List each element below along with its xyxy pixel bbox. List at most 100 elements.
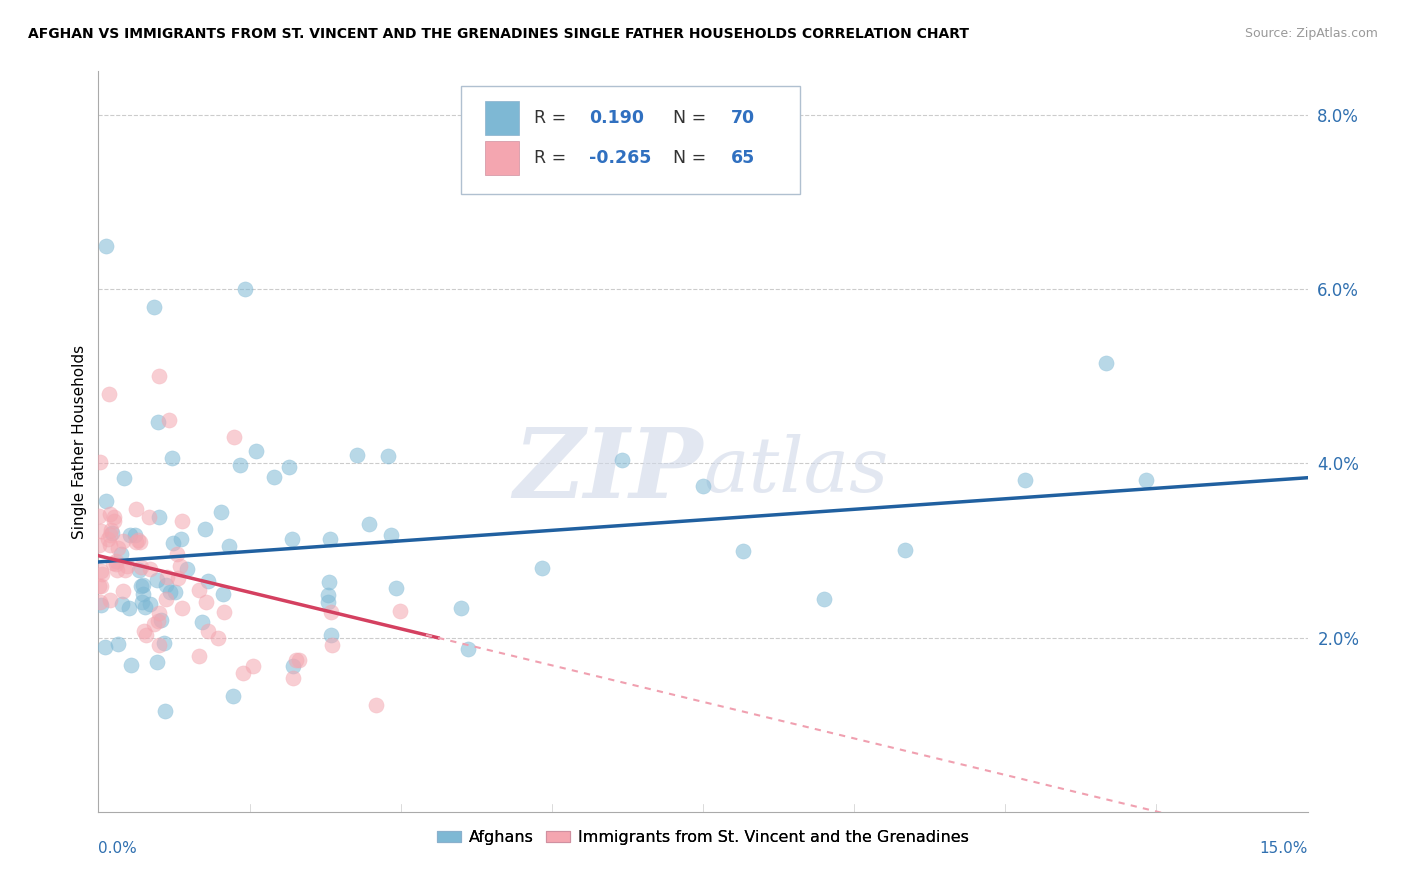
Point bbox=[283, 659, 305, 673]
Point bbox=[176, 562, 198, 576]
Point bbox=[278, 459, 301, 474]
Point bbox=[152, 636, 174, 650]
Point bbox=[115, 559, 138, 574]
Point bbox=[101, 556, 124, 570]
Bar bbox=[485, 141, 519, 175]
Point bbox=[364, 698, 387, 713]
Point bbox=[242, 659, 264, 673]
Point bbox=[134, 600, 156, 615]
Point bbox=[105, 563, 128, 577]
Point bbox=[155, 705, 177, 719]
Point bbox=[191, 615, 214, 629]
Point bbox=[127, 533, 149, 547]
Point bbox=[112, 471, 135, 485]
Point bbox=[139, 597, 162, 611]
Point bbox=[188, 648, 211, 663]
Point bbox=[893, 543, 915, 558]
Text: 65: 65 bbox=[731, 149, 755, 167]
Point bbox=[530, 561, 553, 575]
Point bbox=[211, 587, 233, 601]
Point bbox=[111, 583, 134, 598]
Point bbox=[169, 558, 191, 573]
Point bbox=[148, 509, 170, 524]
Text: 0.190: 0.190 bbox=[589, 109, 644, 127]
Point bbox=[212, 605, 235, 619]
Point bbox=[229, 458, 252, 472]
Point bbox=[148, 606, 170, 620]
Point bbox=[125, 535, 148, 549]
Point bbox=[90, 524, 112, 538]
Point bbox=[283, 671, 305, 685]
Bar bbox=[485, 102, 519, 135]
Text: R =: R = bbox=[534, 109, 571, 127]
Point bbox=[105, 558, 128, 572]
Point bbox=[98, 507, 121, 521]
Text: 15.0%: 15.0% bbox=[1260, 841, 1308, 856]
Point bbox=[132, 577, 155, 591]
Text: ZIP: ZIP bbox=[513, 425, 703, 518]
Point bbox=[692, 479, 714, 493]
Point bbox=[194, 522, 217, 536]
Point bbox=[1095, 356, 1118, 370]
Point bbox=[155, 578, 177, 592]
Point bbox=[612, 452, 634, 467]
Point bbox=[207, 631, 229, 645]
Point bbox=[118, 528, 141, 542]
Point bbox=[98, 527, 121, 541]
Point bbox=[233, 282, 256, 296]
Point bbox=[146, 614, 169, 628]
Point bbox=[166, 571, 188, 585]
Point bbox=[281, 532, 304, 546]
Point bbox=[89, 579, 111, 593]
Point bbox=[457, 641, 479, 656]
Point bbox=[128, 535, 150, 549]
Point bbox=[146, 415, 169, 429]
Point bbox=[160, 451, 183, 466]
Point bbox=[124, 528, 146, 542]
Point bbox=[104, 554, 127, 568]
Point bbox=[162, 536, 184, 550]
Point bbox=[98, 538, 121, 552]
Text: 70: 70 bbox=[731, 109, 755, 127]
Point bbox=[188, 582, 211, 597]
Point bbox=[94, 640, 117, 654]
Point bbox=[90, 564, 112, 578]
Point bbox=[134, 624, 156, 638]
Legend: Afghans, Immigrants from St. Vincent and the Grenadines: Afghans, Immigrants from St. Vincent and… bbox=[430, 824, 976, 852]
Point bbox=[170, 514, 193, 528]
Point bbox=[118, 601, 141, 615]
Point bbox=[131, 595, 153, 609]
Text: atlas: atlas bbox=[703, 434, 889, 508]
Point bbox=[90, 598, 112, 612]
Y-axis label: Single Father Households: Single Father Households bbox=[72, 344, 87, 539]
Point bbox=[150, 613, 173, 627]
Text: R =: R = bbox=[534, 149, 571, 167]
Point bbox=[114, 563, 136, 577]
Point bbox=[224, 430, 246, 444]
Point bbox=[90, 566, 112, 581]
Point bbox=[232, 666, 254, 681]
Point bbox=[169, 532, 191, 546]
Point bbox=[107, 541, 129, 555]
Point bbox=[813, 592, 835, 607]
Point bbox=[284, 653, 307, 667]
Point bbox=[148, 638, 170, 652]
Point bbox=[89, 538, 111, 552]
Point bbox=[98, 386, 121, 401]
Point bbox=[733, 544, 755, 558]
Point bbox=[321, 638, 343, 652]
Point bbox=[129, 579, 152, 593]
Point bbox=[170, 601, 193, 615]
Point bbox=[142, 617, 165, 632]
Point bbox=[288, 653, 311, 667]
Point bbox=[316, 588, 339, 602]
Point bbox=[110, 547, 132, 561]
Point bbox=[132, 587, 155, 601]
Point bbox=[89, 595, 111, 609]
FancyBboxPatch shape bbox=[461, 87, 800, 194]
Text: N =: N = bbox=[673, 109, 711, 127]
Point bbox=[89, 509, 111, 524]
Point bbox=[89, 455, 111, 469]
Point bbox=[94, 494, 117, 508]
Point bbox=[346, 448, 368, 462]
